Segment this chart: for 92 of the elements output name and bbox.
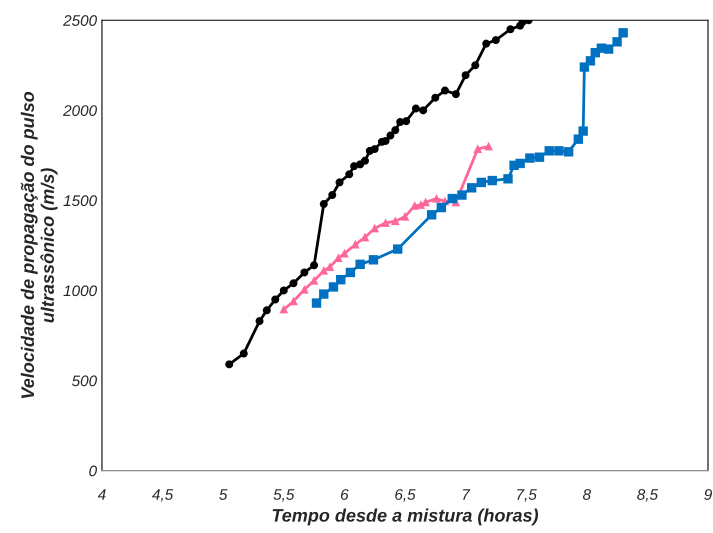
point bbox=[346, 268, 356, 278]
x-tick-label: 8 bbox=[582, 489, 591, 500]
x-tick-label: 7,5 bbox=[517, 489, 537, 502]
point bbox=[586, 56, 596, 66]
point bbox=[350, 162, 358, 170]
point bbox=[604, 44, 614, 54]
y-tick-label: 1000 bbox=[64, 285, 97, 296]
point bbox=[503, 174, 513, 184]
point bbox=[289, 279, 298, 288]
point bbox=[300, 286, 308, 294]
point bbox=[462, 71, 470, 80]
point bbox=[457, 190, 467, 200]
point bbox=[280, 286, 288, 294]
x-tick-label: 6 bbox=[340, 489, 349, 500]
point bbox=[452, 90, 460, 98]
point bbox=[240, 350, 248, 358]
y-tick-label: 500 bbox=[72, 375, 97, 386]
point bbox=[506, 25, 514, 34]
point bbox=[515, 158, 525, 168]
point bbox=[326, 263, 334, 272]
point bbox=[419, 106, 428, 114]
x-tick-label: 4,5 bbox=[152, 489, 174, 502]
point bbox=[436, 202, 446, 212]
y-tick-label: 0 bbox=[89, 466, 97, 476]
point bbox=[574, 134, 583, 144]
point bbox=[534, 152, 544, 162]
point bbox=[328, 191, 336, 199]
point bbox=[386, 132, 394, 140]
point bbox=[432, 194, 440, 203]
point bbox=[262, 306, 271, 314]
point bbox=[256, 317, 264, 326]
point bbox=[391, 126, 400, 134]
y-tick-label: 2500 bbox=[63, 15, 97, 26]
point bbox=[426, 210, 436, 220]
x-tick-label: 5,5 bbox=[274, 489, 294, 502]
y-tick-label: 1500 bbox=[64, 195, 97, 206]
point bbox=[554, 146, 564, 156]
x-tick-label: 4 bbox=[98, 489, 106, 500]
point bbox=[474, 145, 482, 154]
point bbox=[320, 200, 328, 208]
point bbox=[492, 36, 500, 44]
x-tick-label: 6,5 bbox=[395, 489, 416, 502]
point bbox=[345, 170, 354, 178]
point bbox=[312, 298, 322, 308]
point bbox=[319, 289, 328, 299]
point bbox=[448, 194, 457, 204]
point bbox=[370, 145, 379, 154]
point bbox=[328, 282, 338, 292]
point bbox=[271, 296, 280, 304]
x-tick-label: 9 bbox=[704, 489, 712, 500]
y-tick-label: 2000 bbox=[63, 105, 97, 116]
point bbox=[471, 61, 480, 70]
point bbox=[484, 142, 493, 150]
point bbox=[400, 212, 409, 221]
point bbox=[310, 276, 318, 285]
point bbox=[382, 218, 390, 227]
point bbox=[393, 244, 402, 254]
point bbox=[360, 233, 369, 242]
point bbox=[370, 224, 379, 232]
point bbox=[482, 40, 490, 48]
y-axis-title: Velocidade de propagação do pulso ultrassônico (m/s) bbox=[20, 92, 58, 398]
point bbox=[280, 305, 288, 314]
point bbox=[578, 126, 588, 136]
point bbox=[410, 202, 419, 210]
point bbox=[336, 178, 344, 186]
point bbox=[336, 274, 346, 284]
point bbox=[440, 86, 449, 95]
point bbox=[412, 104, 420, 113]
point bbox=[320, 266, 328, 275]
point bbox=[525, 153, 535, 163]
point bbox=[355, 260, 365, 270]
point bbox=[300, 268, 308, 276]
point bbox=[431, 94, 440, 102]
point bbox=[488, 176, 497, 186]
point bbox=[225, 360, 234, 368]
point bbox=[416, 200, 425, 209]
point bbox=[466, 183, 476, 192]
point bbox=[360, 156, 369, 165]
point bbox=[544, 146, 554, 156]
point bbox=[402, 117, 410, 126]
point bbox=[310, 261, 318, 270]
point bbox=[612, 37, 622, 47]
point bbox=[391, 217, 400, 226]
point bbox=[368, 255, 378, 265]
point bbox=[564, 147, 574, 156]
x-tick-label: 8,5 bbox=[637, 489, 658, 502]
x-axis-title: Tempo desde a mistura (horas) bbox=[272, 508, 538, 526]
point bbox=[476, 178, 486, 188]
point bbox=[334, 254, 342, 262]
point bbox=[618, 28, 628, 38]
x-tick-label: 7 bbox=[462, 489, 470, 500]
x-tick-label: 5 bbox=[219, 489, 228, 500]
